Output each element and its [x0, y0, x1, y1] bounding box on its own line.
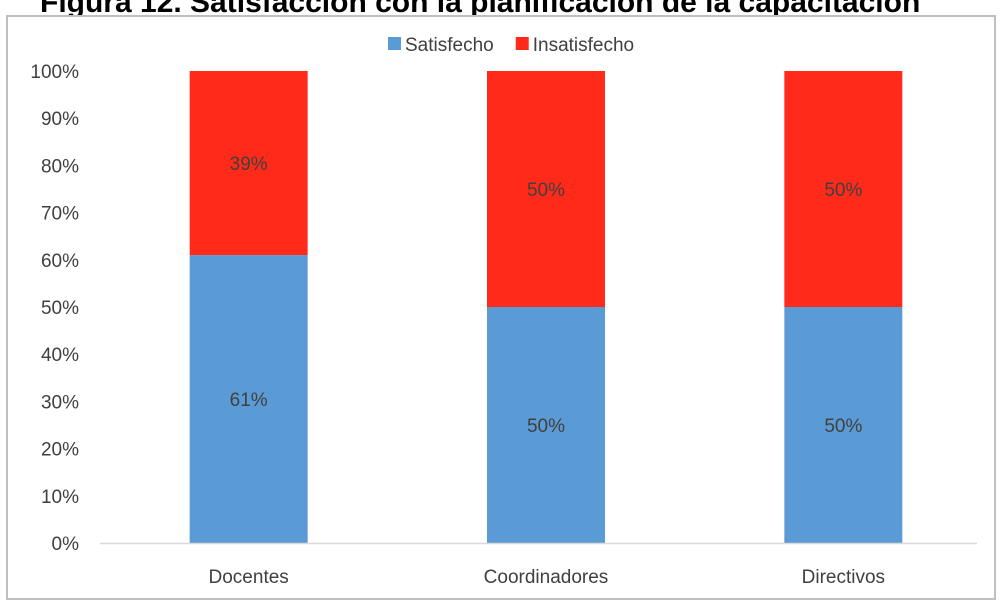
data-label: 50%	[824, 416, 862, 437]
y-tick-label: 70%	[41, 204, 79, 225]
legend: Satisfecho Insatisfecho	[388, 35, 634, 56]
bar-insatisfecho-directivos	[784, 71, 903, 307]
legend-swatch	[388, 37, 401, 50]
legend-label: Insatisfecho	[533, 35, 634, 56]
data-label: 50%	[824, 180, 862, 201]
y-tick-label: 40%	[41, 345, 79, 366]
x-tick-label: Directivos	[802, 567, 885, 588]
y-tick-label: 10%	[41, 487, 79, 508]
bar-insatisfecho-coordinadores	[487, 71, 605, 307]
data-label: 61%	[230, 390, 268, 411]
bar-satisfecho-directivos	[784, 307, 903, 543]
legend-label: Satisfecho	[405, 35, 494, 56]
data-label: 50%	[527, 180, 565, 201]
y-tick-label: 0%	[52, 534, 80, 555]
x-tick-label: Coordinadores	[484, 567, 609, 588]
bar-satisfecho-coordinadores	[487, 307, 605, 543]
y-tick-label: 30%	[41, 392, 79, 413]
x-tick-label: Docentes	[209, 567, 289, 588]
y-tick-label: 80%	[41, 156, 79, 177]
data-label: 50%	[527, 416, 565, 437]
y-tick-label: 50%	[41, 298, 79, 319]
data-label: 39%	[230, 154, 268, 175]
y-tick-label: 20%	[41, 440, 79, 461]
bar-insatisfecho-docentes	[189, 71, 308, 256]
y-tick-label: 60%	[41, 251, 79, 272]
y-tick-label: 90%	[41, 109, 79, 130]
y-tick-label: 100%	[30, 62, 79, 83]
page-title: Figura 12. Satisfacción con la planifica…	[40, 0, 921, 19]
chart-title-strip: Figura 12. Satisfacción con la planifica…	[0, 0, 1006, 30]
legend-swatch	[515, 37, 529, 50]
x-axis: Docentes Coordinadores Directivos	[100, 542, 977, 588]
bars: 61% 39% 50% 50% 50% 50%	[189, 71, 903, 543]
bar-satisfecho-docentes	[189, 255, 308, 543]
y-axis: 0% 10% 20% 30% 40% 50% 60% 70% 80% 90% 100%	[30, 62, 79, 555]
